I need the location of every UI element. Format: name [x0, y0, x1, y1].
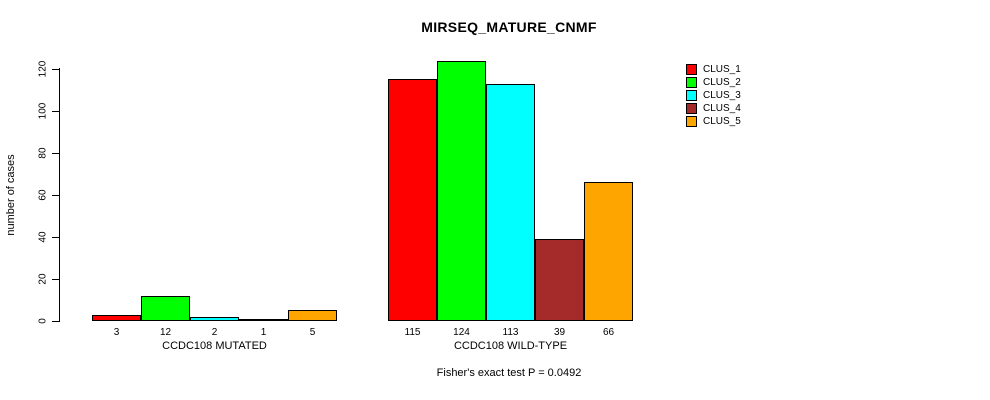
bar-ccdc108-wild-type-clus-4 — [535, 239, 584, 321]
legend-swatch-clus-2 — [686, 77, 697, 88]
bar-ccdc108-mutated-clus-4 — [239, 319, 288, 321]
chart-title: MIRSEQ_MATURE_CNMF — [421, 19, 597, 35]
bar-ccdc108-wild-type-clus-1 — [388, 79, 437, 321]
bar-value-ccdc108-mutated-clus-3: 2 — [211, 327, 218, 338]
bar-value-ccdc108-mutated-clus-5: 5 — [309, 327, 316, 338]
y-tick-label-text: 60 — [37, 189, 49, 201]
y-tick-label-text: 80 — [37, 147, 49, 159]
bar-value-ccdc108-wild-type-clus-4: 39 — [553, 327, 566, 338]
y-tick-20 — [52, 279, 59, 280]
bar-ccdc108-mutated-clus-3 — [190, 317, 239, 321]
y-tick-120 — [52, 69, 59, 70]
bar-value-ccdc108-mutated-clus-4: 1 — [260, 327, 267, 338]
legend-item-clus-5: CLUS_5 — [686, 115, 741, 128]
bar-value-ccdc108-wild-type-clus-3: 113 — [502, 327, 519, 338]
bar-ccdc108-wild-type-clus-3 — [486, 84, 535, 321]
bar-value-ccdc108-wild-type-clus-2: 124 — [453, 327, 470, 338]
legend-label-clus-2: CLUS_2 — [703, 77, 741, 88]
legend-label-clus-4: CLUS_4 — [703, 103, 741, 114]
bar-ccdc108-mutated-clus-5 — [288, 310, 337, 321]
legend-swatch-clus-4 — [686, 103, 697, 114]
bar-value-ccdc108-mutated-clus-2: 12 — [159, 327, 172, 338]
legend-item-clus-3: CLUS_3 — [686, 89, 741, 102]
y-tick-label-text: 40 — [37, 231, 49, 243]
y-tick-0 — [52, 321, 59, 322]
bar-value-ccdc108-mutated-clus-1: 3 — [113, 327, 120, 338]
bar-ccdc108-wild-type-clus-5 — [584, 182, 633, 321]
y-axis-line — [59, 68, 60, 322]
legend-swatch-clus-3 — [686, 90, 697, 101]
legend-label-clus-5: CLUS_5 — [703, 116, 741, 127]
legend-item-clus-1: CLUS_1 — [686, 63, 741, 76]
legend-item-clus-4: CLUS_4 — [686, 102, 741, 115]
legend-swatch-clus-5 — [686, 116, 697, 127]
bar-value-ccdc108-wild-type-clus-5: 66 — [602, 327, 615, 338]
fisher-exact-test-footnote: Fisher's exact test P = 0.0492 — [436, 367, 582, 379]
bar-ccdc108-mutated-clus-1 — [92, 315, 141, 321]
bar-ccdc108-mutated-clus-2 — [141, 296, 190, 321]
x-group-label-ccdc108-mutated: CCDC108 MUTATED — [162, 340, 267, 352]
y-tick-label-text: 20 — [37, 273, 49, 285]
y-tick-label-text: 120 — [37, 60, 49, 78]
legend-swatch-clus-1 — [686, 64, 697, 75]
y-tick-label-text: 100 — [37, 102, 49, 120]
y-tick-40 — [52, 237, 59, 238]
x-group-label-ccdc108-wild-type: CCDC108 WILD-TYPE — [453, 340, 568, 352]
y-axis-label-text: number of cases — [5, 154, 17, 236]
legend-label-clus-3: CLUS_3 — [703, 90, 741, 101]
y-tick-label-text: 0 — [37, 318, 49, 324]
legend-item-clus-2: CLUS_2 — [686, 76, 741, 89]
legend: CLUS_1 CLUS_2 CLUS_3 CLUS_4 CLUS_5 — [686, 63, 741, 128]
bar-value-ccdc108-wild-type-clus-1: 115 — [404, 327, 421, 338]
y-tick-80 — [52, 153, 59, 154]
legend-label-clus-1: CLUS_1 — [703, 64, 741, 75]
y-tick-100 — [52, 111, 59, 112]
y-tick-60 — [52, 195, 59, 196]
bar-ccdc108-wild-type-clus-2 — [437, 61, 486, 321]
